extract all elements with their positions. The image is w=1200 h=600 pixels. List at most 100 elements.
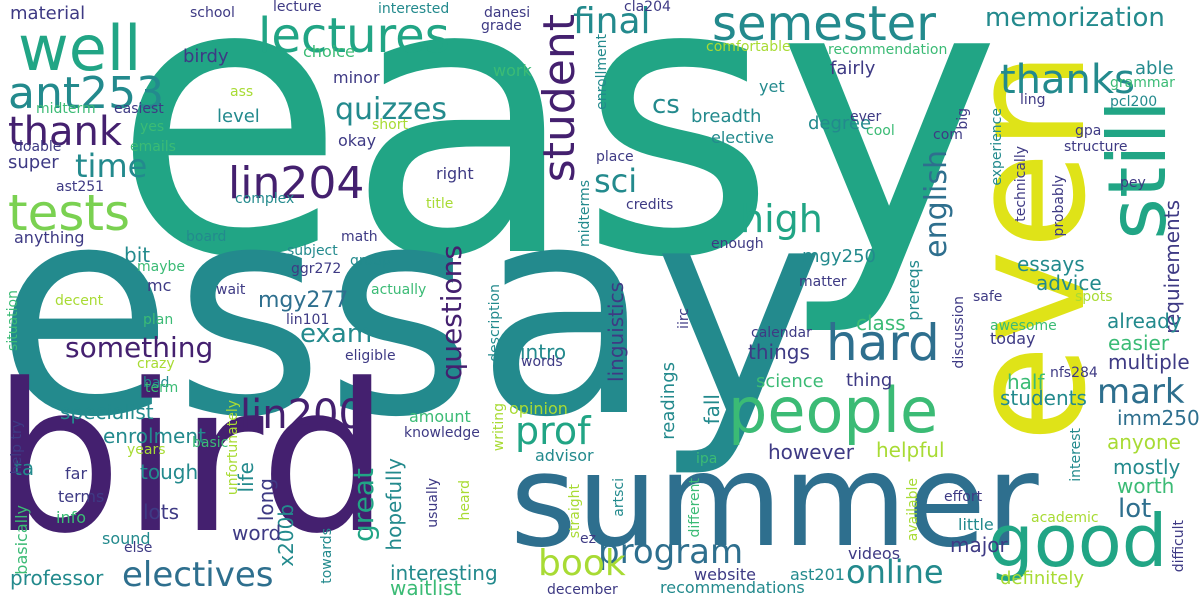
word-semester: semester	[712, 0, 936, 52]
word-unfortunately: unfortunately	[225, 400, 241, 496]
word-waitlist: waitlist	[390, 576, 462, 600]
word-pey: pey	[1120, 175, 1146, 191]
word-half: half	[1007, 370, 1045, 394]
word-danesi: danesi	[484, 5, 531, 21]
word-anything: anything	[14, 228, 85, 247]
word-well: well	[18, 12, 142, 85]
word-little: little	[958, 515, 994, 534]
word-mgy250: mgy250	[802, 246, 876, 267]
word-subject: subject	[287, 243, 338, 259]
word-definitely: definitely	[1000, 568, 1085, 589]
word-different: different	[687, 478, 703, 538]
word-doable: doable	[14, 139, 62, 155]
word-exam: exam	[300, 319, 373, 349]
word-title: title	[426, 196, 454, 212]
word-comfortable: comfortable	[706, 39, 791, 55]
word-electives: electives	[122, 555, 274, 595]
word-december: december	[547, 582, 618, 598]
word-lin204: lin204	[228, 158, 365, 209]
word-easy: easy	[112, 0, 1002, 341]
word-opinion: opinion	[509, 399, 568, 418]
word-math: math	[341, 229, 378, 245]
word-imm250: imm250	[1117, 406, 1200, 430]
word-ass: ass	[230, 84, 254, 100]
word-help-try: help try	[9, 420, 25, 475]
word-group: group	[350, 253, 391, 269]
word-available: available	[905, 478, 921, 542]
word-ez: ez	[580, 531, 596, 547]
word-ggr272: ggr272	[291, 261, 342, 277]
word-info: info	[56, 508, 87, 527]
word-knowledge: knowledge	[404, 425, 480, 441]
word-english: english	[919, 150, 954, 258]
word-matter: matter	[799, 274, 847, 290]
word-students: students	[1000, 386, 1087, 410]
word-structure: structure	[1064, 139, 1128, 155]
word-experience: experience	[989, 108, 1005, 186]
word-science: science	[756, 371, 824, 392]
word-super: super	[8, 152, 59, 173]
word-else: else	[124, 540, 153, 556]
word-lectures: lectures	[258, 8, 450, 64]
word-towards: towards	[319, 528, 335, 584]
word-website: website	[694, 565, 756, 584]
word-enrollment: enrollment	[594, 34, 610, 110]
word-wait: wait	[216, 282, 246, 298]
word-anyone: anyone	[1107, 430, 1181, 454]
word-gpa: gpa	[1075, 123, 1102, 139]
word-fall: fall	[700, 394, 724, 425]
word-advisor: advisor	[535, 446, 594, 465]
word-heard: heard	[457, 480, 473, 521]
word-short: short	[372, 117, 408, 133]
word-ast251: ast251	[56, 179, 105, 195]
word-awesome: awesome	[990, 318, 1057, 334]
word-high: high	[740, 197, 823, 241]
word-advice: advice	[1036, 271, 1102, 295]
word-com: com	[933, 127, 963, 143]
word-enrolment: enrolment	[103, 424, 206, 448]
word-ipa: ipa	[696, 451, 718, 467]
word-ling: ling	[1020, 92, 1046, 108]
word-choice: choice	[303, 42, 355, 61]
word-academic: academic	[1031, 510, 1099, 526]
word-bird: bird	[0, 341, 390, 579]
word-easiest: easiest	[114, 101, 164, 117]
word-complex: complex	[235, 191, 295, 207]
word-words: words	[521, 354, 563, 370]
word-readings: readings	[658, 362, 679, 440]
word-today: today	[990, 329, 1036, 348]
word-years: years	[127, 442, 166, 458]
word-thank: thank	[8, 109, 123, 155]
word-effort: effort	[944, 489, 983, 505]
word-memorization: memorization	[985, 3, 1165, 33]
word-major: major	[950, 533, 1008, 557]
word-videos: videos	[848, 544, 901, 563]
word-crazy: crazy	[137, 356, 175, 372]
word-birdy: birdy	[183, 46, 229, 67]
word-great: great	[347, 468, 380, 543]
word-probably: probably	[1051, 175, 1067, 237]
word-something: something	[65, 331, 214, 364]
word-board: board	[186, 229, 227, 245]
word-things: things	[748, 340, 810, 364]
word-enough: enough	[711, 236, 764, 252]
word-mark: mark	[1097, 372, 1185, 412]
word-lin200: lin200	[240, 392, 364, 438]
word-class: class	[856, 311, 906, 335]
word-far: far	[65, 464, 88, 483]
word-bad: bad	[143, 375, 170, 391]
word-questions: questions	[435, 245, 468, 381]
word-grade: grade	[481, 18, 522, 34]
word-thanks: thanks	[1000, 57, 1135, 103]
word-ant253: ant253	[8, 68, 165, 119]
word-spots: spots	[1075, 289, 1113, 305]
word-hopefully: hopefully	[382, 458, 406, 551]
word-recommendations: recommendations	[660, 578, 805, 597]
word-essays: essays	[1017, 252, 1085, 276]
word-breadth: breadth	[691, 106, 762, 127]
word-ever: ever	[850, 109, 882, 125]
word-tests: tests	[8, 184, 131, 242]
word-degree: degree	[808, 113, 872, 134]
word-people: people	[728, 374, 939, 447]
word-however: however	[768, 440, 854, 464]
